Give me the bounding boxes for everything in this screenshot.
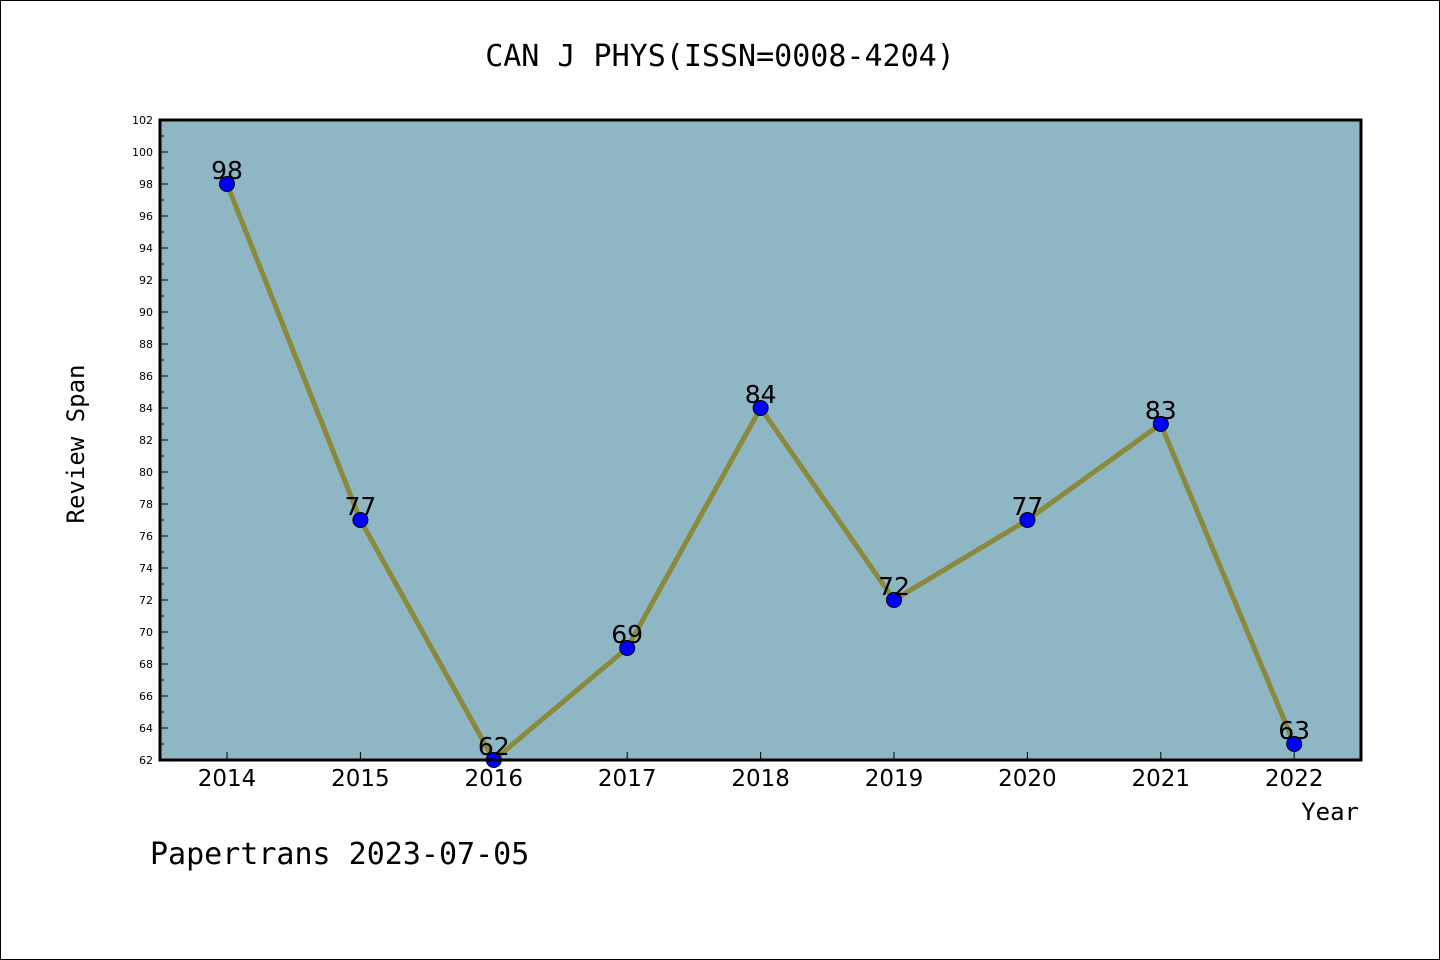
data-label: 98 — [211, 156, 243, 185]
x-axis: 2014 2015 2016 2017 2018 2019 2020 2021 2022 — [198, 752, 1324, 792]
y-tick-label: 70 — [139, 626, 153, 639]
chart-title: CAN J PHYS(ISSN=0008-4204) — [485, 39, 955, 74]
y-tick-label: 98 — [139, 178, 153, 191]
x-tick-label: 2020 — [998, 766, 1057, 792]
x-tick-label: 2021 — [1132, 766, 1191, 792]
x-tick-label: 2014 — [198, 766, 257, 792]
y-axis: 62 64 66 68 70 72 74 76 78 80 82 84 86 88 90 92 94 96 98 10… — [132, 114, 168, 767]
y-tick-label: 66 — [139, 690, 153, 703]
y-tick-label: 92 — [139, 274, 153, 287]
y-tick-label: 102 — [132, 114, 153, 127]
y-axis-label: Review Span — [62, 365, 90, 524]
series-layer — [219, 176, 1303, 768]
x-tick-label: 2018 — [731, 766, 790, 792]
x-tick-label: 2017 — [598, 766, 657, 792]
data-point — [352, 512, 369, 528]
data-label: 83 — [1145, 396, 1177, 425]
data-label: 69 — [611, 620, 643, 649]
y-tick-label: 64 — [139, 722, 153, 735]
y-tick-label: 78 — [139, 498, 153, 511]
data-point — [1019, 512, 1036, 528]
data-point — [1152, 416, 1169, 432]
y-tick-label: 80 — [139, 466, 153, 479]
plot-frame — [158, 118, 1363, 762]
data-point — [1286, 736, 1303, 752]
data-label: 77 — [1011, 492, 1043, 521]
x-axis-label: Year — [1301, 798, 1359, 826]
data-labels: 98 77 62 69 84 72 77 83 63 — [211, 156, 1310, 761]
data-point — [886, 592, 902, 608]
y-tick-label: 82 — [139, 434, 153, 447]
y-tick-label: 84 — [139, 402, 153, 415]
y-tick-label: 74 — [139, 562, 153, 575]
plot-area — [160, 120, 1361, 760]
data-label: 77 — [344, 492, 376, 521]
data-label: 84 — [745, 380, 777, 409]
y-tick-label: 96 — [139, 210, 153, 223]
data-label: 72 — [878, 572, 910, 601]
y-tick-label: 88 — [139, 338, 153, 351]
x-tick-label: 2015 — [331, 766, 390, 792]
y-tick-label: 76 — [139, 530, 153, 543]
x-tick-label: 2016 — [465, 766, 524, 792]
x-tick-label: 2022 — [1265, 766, 1324, 792]
y-tick-label: 68 — [139, 658, 153, 671]
data-point — [219, 176, 235, 192]
y-tick-label: 94 — [139, 242, 153, 255]
y-tick-label: 90 — [139, 306, 153, 319]
data-point — [619, 640, 636, 656]
y-tick-label: 100 — [132, 146, 153, 159]
y-tick-label: 86 — [139, 370, 153, 383]
y-tick-label: 62 — [139, 754, 153, 767]
data-label: 62 — [478, 732, 510, 761]
data-label: 63 — [1278, 716, 1310, 745]
y-tick-label: 72 — [139, 594, 153, 607]
data-point — [752, 400, 769, 416]
footer-text: Papertrans 2023-07-05 — [150, 837, 529, 872]
x-tick-label: 2019 — [865, 766, 924, 792]
